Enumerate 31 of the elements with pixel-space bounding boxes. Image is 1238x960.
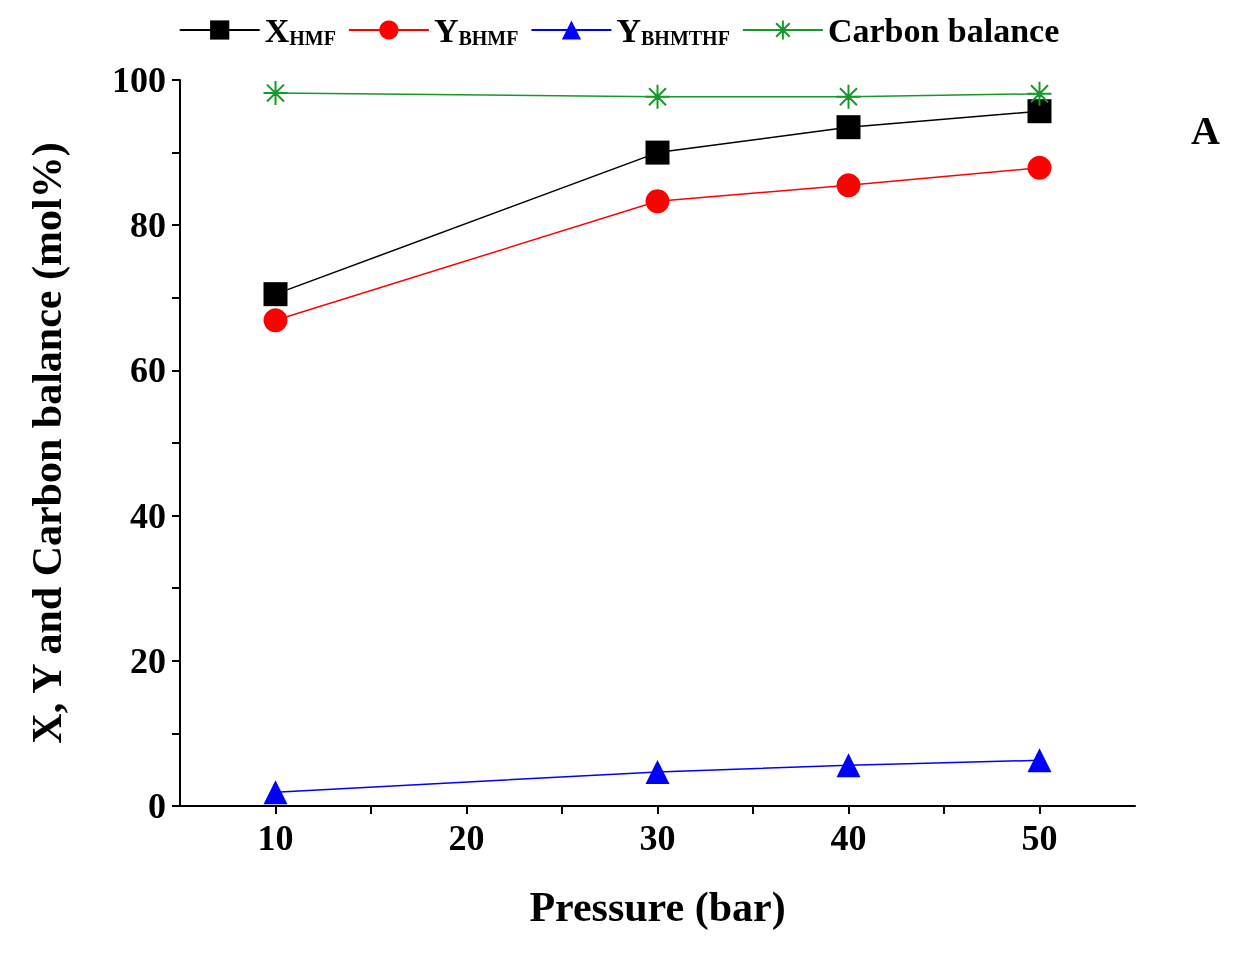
point (644, 83, 671, 110)
x-axis-title: Pressure (bar) (529, 884, 786, 931)
point (1027, 155, 1052, 180)
x-tick-label: 30 (639, 818, 676, 858)
point (1027, 748, 1052, 773)
point (645, 189, 670, 214)
x-tick-label: 20 (448, 818, 485, 858)
x-tick-label: 50 (1021, 818, 1058, 858)
point (836, 115, 861, 140)
x-tick-label: 10 (257, 818, 294, 858)
text: A (1191, 107, 1221, 153)
point (263, 282, 288, 307)
y-tick-label: 60 (130, 350, 166, 391)
y-tick-label: 80 (130, 205, 166, 246)
point (835, 83, 862, 110)
y-tick-label: 20 (130, 640, 166, 681)
point (645, 759, 670, 784)
point (1027, 99, 1052, 124)
point (645, 140, 670, 165)
y-axis-title: X, Y and Carbon balance (mol%) (24, 142, 71, 744)
y-tick-label: 0 (148, 786, 166, 826)
point (262, 80, 289, 107)
point (263, 780, 288, 805)
x-tick-label: 40 (830, 818, 867, 858)
y-tick-label: 100 (112, 60, 166, 100)
legend-label: Carbon balance (827, 11, 1060, 49)
point (263, 308, 288, 333)
y-tick-label: 40 (130, 495, 166, 536)
point (836, 173, 861, 198)
point (836, 753, 861, 778)
point (1026, 80, 1053, 107)
